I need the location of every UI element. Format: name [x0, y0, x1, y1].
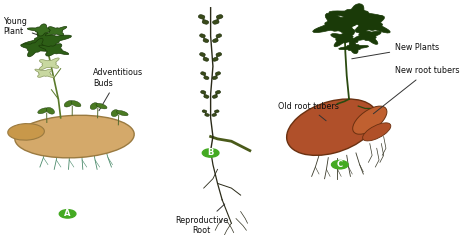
Polygon shape [200, 34, 209, 43]
Polygon shape [354, 27, 381, 44]
Polygon shape [22, 30, 72, 51]
Polygon shape [212, 110, 219, 116]
Polygon shape [212, 34, 222, 43]
Polygon shape [38, 108, 48, 114]
Polygon shape [45, 26, 67, 36]
Polygon shape [90, 103, 98, 109]
Polygon shape [201, 72, 209, 79]
Text: A: A [64, 209, 71, 218]
Text: Adventitious
Buds: Adventitious Buds [93, 68, 143, 111]
Circle shape [202, 149, 219, 157]
Polygon shape [198, 15, 209, 24]
Polygon shape [339, 41, 369, 54]
Polygon shape [71, 101, 81, 107]
Circle shape [59, 210, 76, 218]
Polygon shape [111, 110, 119, 117]
Ellipse shape [353, 106, 387, 134]
Polygon shape [212, 72, 220, 79]
Text: C: C [337, 160, 343, 169]
Polygon shape [35, 69, 54, 78]
Polygon shape [202, 110, 210, 116]
Ellipse shape [287, 99, 377, 155]
Polygon shape [331, 30, 358, 47]
Polygon shape [39, 58, 59, 70]
Polygon shape [212, 90, 220, 98]
Polygon shape [27, 24, 57, 36]
Ellipse shape [15, 115, 134, 158]
Polygon shape [117, 110, 128, 116]
Polygon shape [96, 103, 107, 109]
Text: New root tubers: New root tubers [374, 66, 460, 114]
Polygon shape [212, 53, 222, 61]
Polygon shape [329, 4, 383, 26]
Text: Old root tubers: Old root tubers [277, 102, 338, 121]
Polygon shape [313, 13, 367, 35]
Text: New Plants: New Plants [352, 43, 439, 59]
Text: B: B [208, 149, 214, 158]
Text: Reproductive
Root: Reproductive Root [175, 204, 228, 235]
Polygon shape [64, 100, 73, 107]
Polygon shape [20, 38, 50, 57]
Ellipse shape [8, 124, 45, 140]
Polygon shape [46, 107, 55, 114]
Text: Young
Plant: Young Plant [3, 17, 44, 37]
Ellipse shape [363, 123, 391, 141]
Polygon shape [39, 44, 69, 56]
Circle shape [331, 160, 348, 169]
Polygon shape [349, 15, 390, 33]
Polygon shape [200, 53, 209, 61]
Polygon shape [212, 15, 223, 24]
Polygon shape [201, 90, 209, 98]
